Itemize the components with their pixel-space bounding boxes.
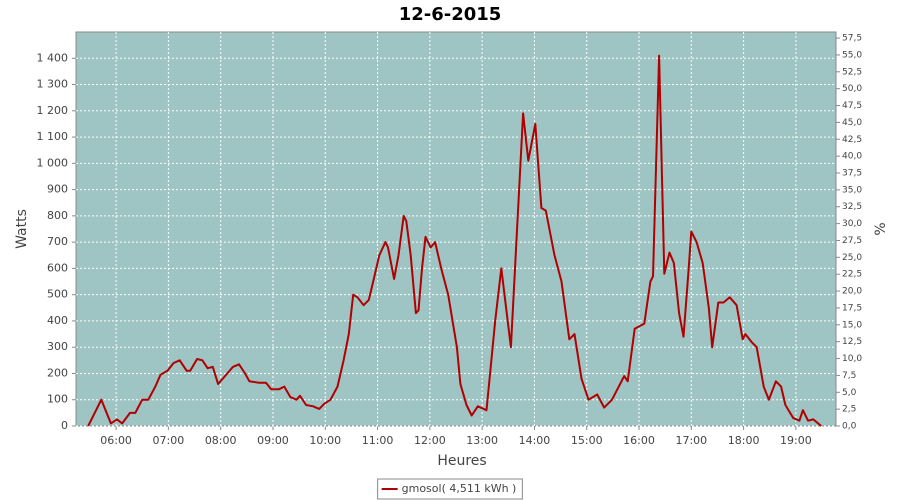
x-tick-label: 06:00 (100, 434, 132, 447)
y2-tick-label: 20,0 (842, 287, 862, 297)
plot-area (75, 31, 837, 427)
x-tick-label: 14:00 (519, 434, 551, 447)
data-line (87, 54, 822, 427)
y-tick-label: 0 (61, 419, 68, 432)
x-tick-label: 09:00 (257, 434, 289, 447)
x-tick-label: 17:00 (675, 434, 707, 447)
y2-tick-label: 50,0 (842, 84, 862, 94)
y-tick-label: 1 000 (37, 156, 69, 169)
y2-tick-label: 10,0 (842, 354, 862, 364)
y-tick-label: 1 300 (37, 78, 69, 91)
y2-tick-label: 22,5 (842, 270, 862, 280)
y2-tick-label: 37,5 (842, 169, 862, 179)
y2-tick-label: 52,5 (842, 67, 862, 77)
y2-tick-label: 55,0 (842, 50, 862, 60)
y-tick-label: 500 (47, 288, 68, 301)
y-tick-label: 1 400 (37, 51, 69, 64)
x-tick-label: 12:00 (414, 434, 446, 447)
y2-tick-label: 15,0 (842, 320, 862, 330)
y-tick-label: 200 (47, 366, 68, 379)
y2-tick-label: 27,5 (842, 236, 862, 246)
x-tick-label: 16:00 (623, 434, 655, 447)
y-tick-label: 400 (47, 314, 68, 327)
x-tick-label: 10:00 (309, 434, 341, 447)
y2-tick-label: 30,0 (842, 219, 862, 229)
y2-tick-label: 5,0 (842, 388, 857, 398)
y2-tick-label: 35,0 (842, 185, 862, 195)
y-tick-label: 600 (47, 261, 68, 274)
y-tick-label: 100 (47, 393, 68, 406)
y-tick-label: 1 100 (37, 130, 69, 143)
y-tick-label: 800 (47, 209, 68, 222)
x-tick-label: 13:00 (466, 434, 498, 447)
y2-tick-label: 12,5 (842, 337, 862, 347)
y2-tick-label: 40,0 (842, 152, 862, 162)
x-tick-label: 08:00 (205, 434, 237, 447)
y-axis-label: Watts (14, 209, 30, 249)
y-tick-label: 300 (47, 340, 68, 353)
y2-tick-label: 57,5 (842, 34, 862, 44)
y2-tick-label: 17,5 (842, 303, 862, 313)
y-tick-label: 700 (47, 235, 68, 248)
chart-title: 12-6-2015 (399, 4, 502, 25)
x-tick-label: 15:00 (571, 434, 603, 447)
x-axis-label: Heures (437, 453, 486, 469)
y2-tick-label: 25,0 (842, 253, 862, 263)
y2-tick-label: 42,5 (842, 135, 862, 145)
y2-tick-label: 7,5 (842, 371, 856, 381)
y2-axis-label: % (873, 222, 889, 235)
y-tick-label: 900 (47, 183, 68, 196)
x-tick-label: 11:00 (362, 434, 394, 447)
y2-tick-label: 45,0 (842, 118, 862, 128)
y2-tick-label: 32,5 (842, 202, 862, 212)
y2-tick-label: 2,5 (842, 405, 856, 415)
x-tick-label: 18:00 (728, 434, 760, 447)
y2-tick-label: 47,5 (842, 101, 862, 111)
y2-tick-label: 0,0 (842, 422, 857, 432)
legend: gmosol( 4,511 kWh ) (377, 478, 523, 500)
legend-label: gmosol( 4,511 kWh ) (402, 482, 517, 495)
x-tick-label: 19:00 (780, 434, 812, 447)
x-tick-label: 07:00 (153, 434, 185, 447)
y-tick-label: 1 200 (37, 104, 69, 117)
legend-box (377, 478, 523, 500)
